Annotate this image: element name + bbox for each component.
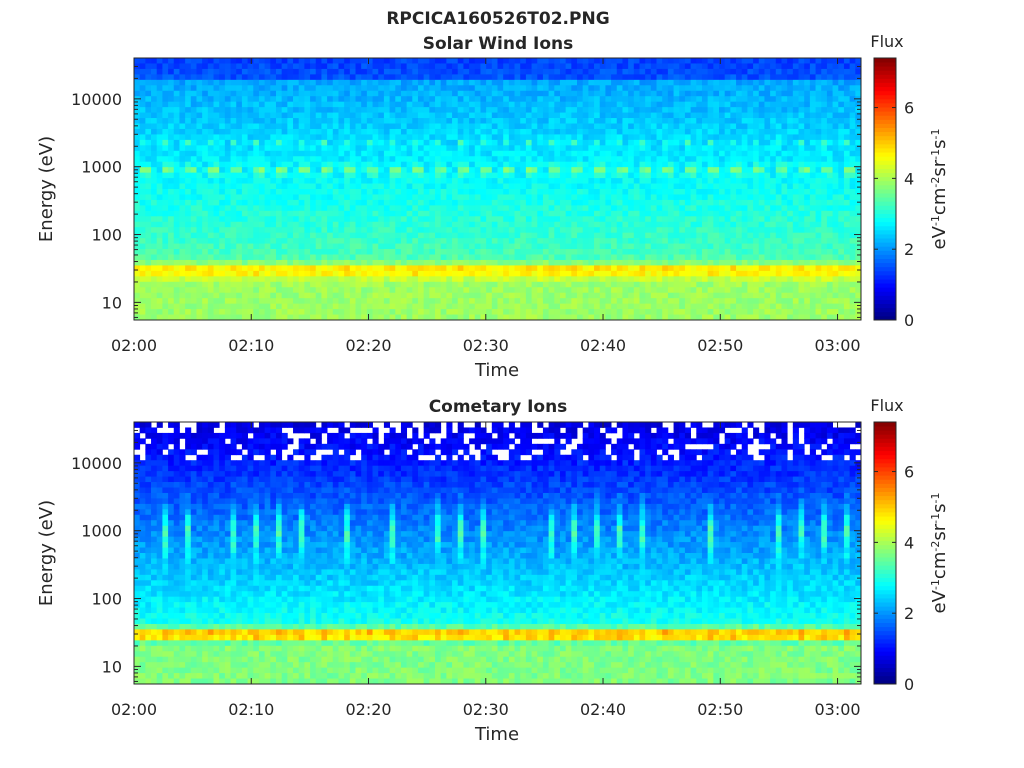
x-tick-label: 02:20: [345, 336, 391, 355]
x-tick-label: 02:30: [463, 700, 509, 719]
x-tick-label: 02:30: [463, 336, 509, 355]
colorbar-tick-label: 2: [904, 604, 914, 623]
colorbar-cometary: 0 2 4 6 Flux eV-1cm-2sr-1s-1: [870, 396, 950, 694]
colorbar-tick-label: 2: [904, 240, 914, 259]
x-tick-label: 02:40: [580, 700, 626, 719]
y-tick-label: 10: [102, 657, 122, 676]
y-tick-label: 10000: [71, 454, 122, 473]
x-tick-label: 02:00: [111, 700, 157, 719]
panel-title-cometary: Cometary Ions: [429, 397, 568, 417]
x-axis-label-cometary: Time: [474, 724, 519, 745]
x-tick-label: 03:00: [814, 336, 860, 355]
x-tick-label: 02:10: [228, 336, 274, 355]
x-tick-label: 02:50: [697, 336, 743, 355]
spectrogram-solar-wind: [134, 58, 862, 321]
y-tick-label: 10000: [71, 90, 122, 109]
panel-title-solar-wind: Solar Wind Ions: [423, 34, 574, 54]
colorbar-tick-label: 6: [904, 463, 914, 482]
spectrogram-cometary: [134, 422, 862, 685]
panel-cometary: Cometary Ions 02:00 02:10 02:20 02:30 02:40 0…: [36, 396, 950, 745]
panel-solar-wind: Solar Wind Ions 02:00 02:10 02:20 02:30 02:4…: [36, 32, 950, 381]
x-tick-label: 02:20: [345, 700, 391, 719]
x-tick-label: 02:50: [697, 700, 743, 719]
colorbar-tick-label: 6: [904, 99, 914, 118]
x-tick-label: 02:00: [111, 336, 157, 355]
y-tick-label: 1000: [81, 522, 122, 541]
axes-solar-wind: 02:00 02:10 02:20 02:30 02:40 02:50 03:00 10 100…: [71, 57, 862, 355]
x-tick-label: 02:40: [580, 336, 626, 355]
x-tick-label: 02:10: [228, 700, 274, 719]
colorbar-solar-wind: 0 2 4 6 Flux eV-1cm-2sr-1s-1: [870, 32, 950, 330]
y-tick-label: 100: [91, 226, 122, 245]
y-tick-label: 100: [91, 590, 122, 609]
x-axis-label-solar-wind: Time: [474, 360, 519, 381]
figure-title: RPCICA160526T02.PNG: [386, 9, 609, 29]
axes-cometary: 02:00 02:10 02:20 02:30 02:40 02:50 03:00 10 100…: [71, 421, 862, 719]
colorbar-tick-label: 4: [904, 533, 914, 552]
x-tick-label: 03:00: [814, 700, 860, 719]
y-tick-label: 10: [102, 293, 122, 312]
y-axis-label-cometary: Energy (eV): [36, 500, 57, 606]
colorbar-tick-label: 4: [904, 169, 914, 188]
y-axis-label-solar-wind: Energy (eV): [36, 136, 57, 242]
y-tick-label: 1000: [81, 158, 122, 177]
colorbar-title: Flux: [870, 32, 903, 51]
colorbar-unit-label: eV-1cm-2sr-1s-1: [929, 493, 951, 614]
colorbar-title: Flux: [870, 396, 903, 415]
colorbar-unit-label: eV-1cm-2sr-1s-1: [929, 129, 951, 250]
colorbar-tick-label: 0: [904, 311, 914, 330]
colorbar-tick-label: 0: [904, 675, 914, 694]
